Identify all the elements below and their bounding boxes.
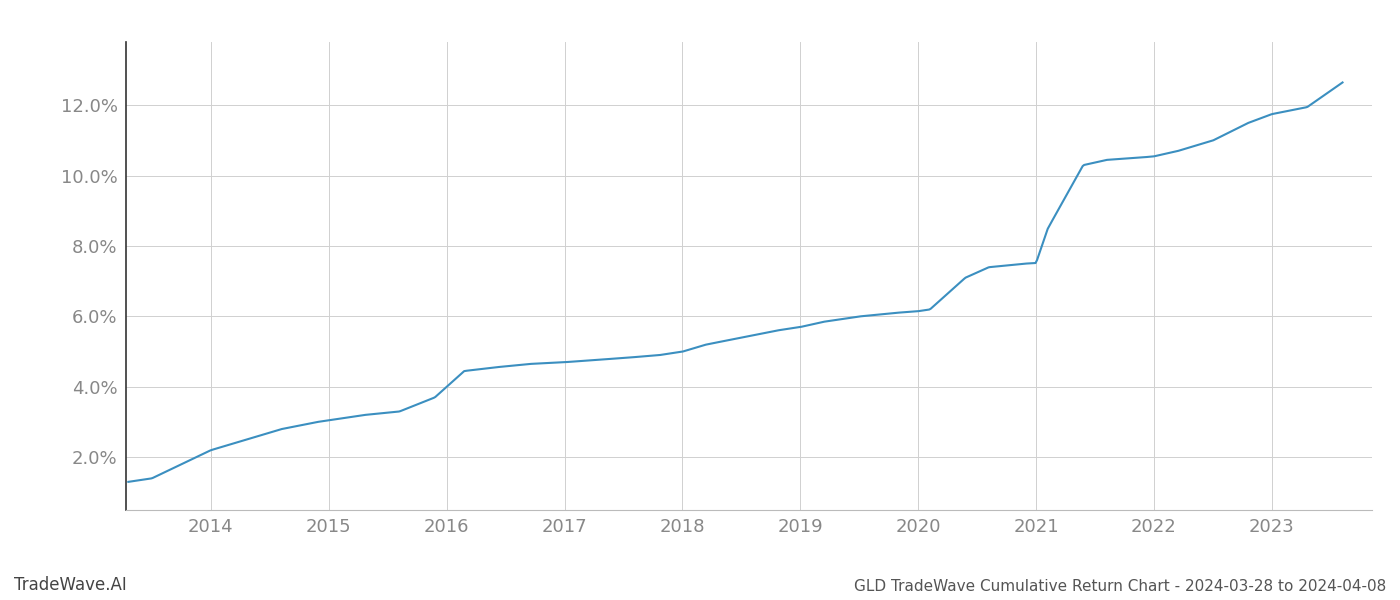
Text: GLD TradeWave Cumulative Return Chart - 2024-03-28 to 2024-04-08: GLD TradeWave Cumulative Return Chart - … xyxy=(854,579,1386,594)
Text: TradeWave.AI: TradeWave.AI xyxy=(14,576,127,594)
